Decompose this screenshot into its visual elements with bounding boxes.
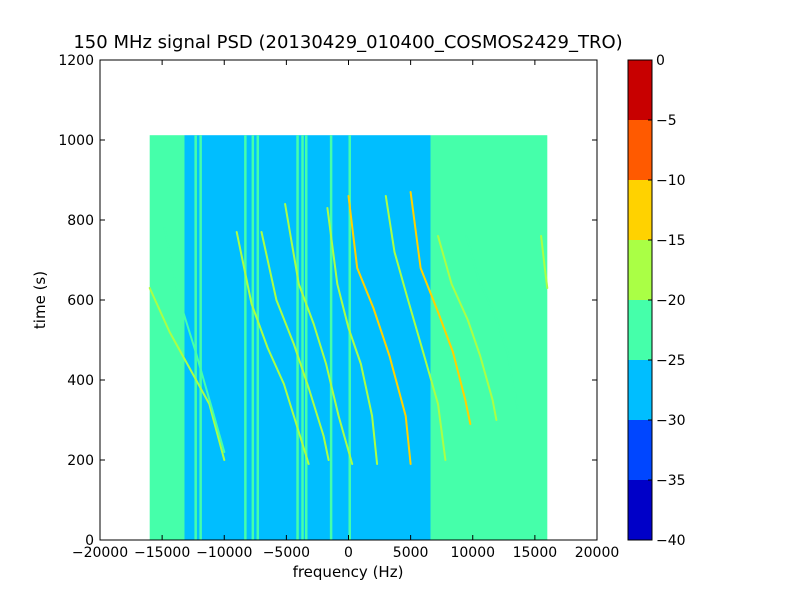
heatmap-region-2 bbox=[430, 135, 548, 540]
doppler-track-6 bbox=[347, 195, 412, 465]
colorbar-segment-1 bbox=[628, 420, 652, 480]
y-tick-label-3: 600 bbox=[67, 293, 94, 309]
y-tick-label-0: 0 bbox=[85, 533, 94, 549]
doppler-track-5 bbox=[326, 207, 379, 465]
x-axis-label: frequency (Hz) bbox=[293, 563, 404, 581]
colorbar-label-4: −20 bbox=[656, 293, 686, 309]
colorbar-label-7: −5 bbox=[656, 113, 677, 129]
doppler-track-0 bbox=[148, 287, 226, 461]
y-tick-label-2: 400 bbox=[67, 373, 94, 389]
doppler-track-10 bbox=[465, 235, 519, 409]
doppler-track-9 bbox=[437, 235, 498, 421]
colorbar-label-8: 0 bbox=[656, 53, 665, 69]
colorbar-label-2: −30 bbox=[656, 413, 686, 429]
colorbar-segment-3 bbox=[628, 300, 652, 360]
doppler-track-11 bbox=[540, 235, 549, 289]
y-tick-label-5: 1000 bbox=[58, 133, 94, 149]
x-tick-label-1: −15000 bbox=[134, 545, 190, 561]
x-tick-label-8: 20000 bbox=[575, 545, 620, 561]
colorbar-label-0: −40 bbox=[656, 533, 686, 549]
x-tick-label-5: 5000 bbox=[393, 545, 429, 561]
y-tick-label-6: 1200 bbox=[58, 53, 94, 69]
colorbar-label-1: −35 bbox=[656, 473, 686, 489]
colorbar: −40 −35 −30 −25 −20 −15 −10 −5 0 bbox=[627, 53, 686, 549]
x-axis-ticks: −20000 −15000 −10000 −5000 0 5000 10000 15000 20… bbox=[72, 60, 619, 561]
doppler-track-3 bbox=[260, 231, 330, 461]
y-tick-label-1: 200 bbox=[67, 453, 94, 469]
doppler-track-8 bbox=[409, 191, 472, 425]
x-tick-label-7: 15000 bbox=[513, 545, 558, 561]
colorbar-segment-0 bbox=[628, 480, 652, 540]
x-tick-label-3: −5000 bbox=[263, 545, 310, 561]
colorbar-segment-7 bbox=[628, 60, 652, 120]
chart-title: 150 MHz signal PSD (20130429_010400_COSM… bbox=[73, 32, 622, 53]
colorbar-label-6: −10 bbox=[656, 173, 686, 189]
colorbar-segment-6 bbox=[628, 120, 652, 180]
doppler-track-4 bbox=[284, 203, 354, 465]
plot-area: −20000 −15000 −10000 −5000 0 5000 10000 15000 20… bbox=[58, 53, 619, 561]
colorbar-segment-2 bbox=[628, 360, 652, 420]
colorbar-label-5: −15 bbox=[656, 233, 686, 249]
doppler-track-7 bbox=[384, 195, 447, 461]
y-axis-ticks: 0 200 400 600 800 1000 1200 bbox=[58, 53, 597, 549]
x-tick-label-4: 0 bbox=[344, 545, 353, 561]
doppler-track-2 bbox=[235, 231, 310, 465]
doppler-track-1 bbox=[163, 227, 226, 453]
heatmap-region-0 bbox=[149, 135, 185, 540]
x-tick-label-2: −10000 bbox=[196, 545, 252, 561]
colorbar-segment-5 bbox=[628, 180, 652, 240]
x-tick-label-6: 10000 bbox=[450, 545, 495, 561]
heatmap bbox=[148, 135, 549, 540]
x-tick-label-0: −20000 bbox=[72, 545, 128, 561]
y-axis-label: time (s) bbox=[31, 271, 49, 329]
colorbar-segment-4 bbox=[628, 240, 652, 300]
colorbar-label-3: −25 bbox=[656, 353, 686, 369]
y-tick-label-4: 800 bbox=[67, 213, 94, 229]
